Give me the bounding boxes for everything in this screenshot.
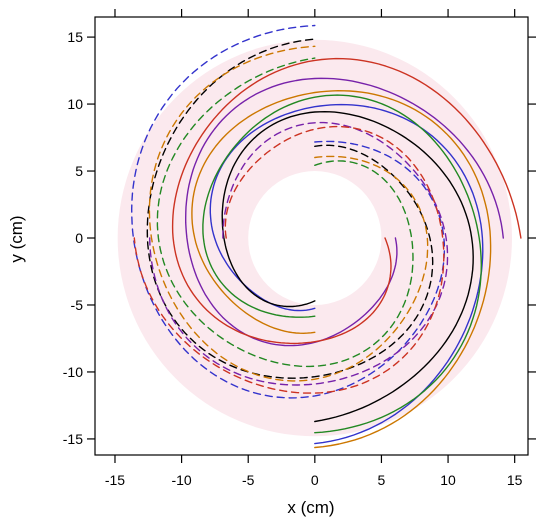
- series-line-3: [221, 110, 474, 423]
- y-tick-label: 5: [75, 163, 83, 179]
- series-line-8: [148, 45, 429, 382]
- x-tick-label: -15: [105, 472, 125, 488]
- x-tick-label: -5: [242, 472, 255, 488]
- series-line-5: [202, 94, 482, 434]
- series-line-2: [130, 24, 446, 399]
- plot-frame: [94, 16, 529, 456]
- x-tick-labels: -15 -10 -5 0 5 10 15: [105, 472, 523, 488]
- axis-ticks: [87, 9, 536, 463]
- series-line-10: [148, 121, 449, 386]
- x-axis-label: x (cm): [287, 498, 334, 517]
- y-tick-label: 0: [75, 230, 83, 246]
- plot-background: [117, 39, 513, 437]
- y-axis-label: y (cm): [7, 215, 26, 262]
- background-band: [117, 39, 513, 437]
- x-tick-label: 15: [507, 472, 523, 488]
- y-tick-label: -5: [71, 297, 84, 313]
- y-tick-label: 10: [67, 96, 83, 112]
- series-line-11: [171, 57, 522, 345]
- y-tick-label: -10: [63, 364, 83, 380]
- x-tick-label: -10: [171, 472, 191, 488]
- series-line-7: [191, 89, 492, 449]
- y-tick-label: -15: [63, 431, 83, 447]
- series-line-12: [133, 125, 445, 394]
- series-line-4: [146, 38, 434, 379]
- x-tick-label: 0: [311, 472, 319, 488]
- x-tick-label: 10: [440, 472, 456, 488]
- series-line-9: [184, 77, 504, 347]
- y-tick-label: 15: [67, 29, 83, 45]
- y-tick-labels: -15 -10 -5 0 5 10 15: [63, 29, 83, 447]
- series-curves: [130, 24, 522, 449]
- x-tick-label: 5: [378, 472, 386, 488]
- series-line-6: [156, 57, 414, 368]
